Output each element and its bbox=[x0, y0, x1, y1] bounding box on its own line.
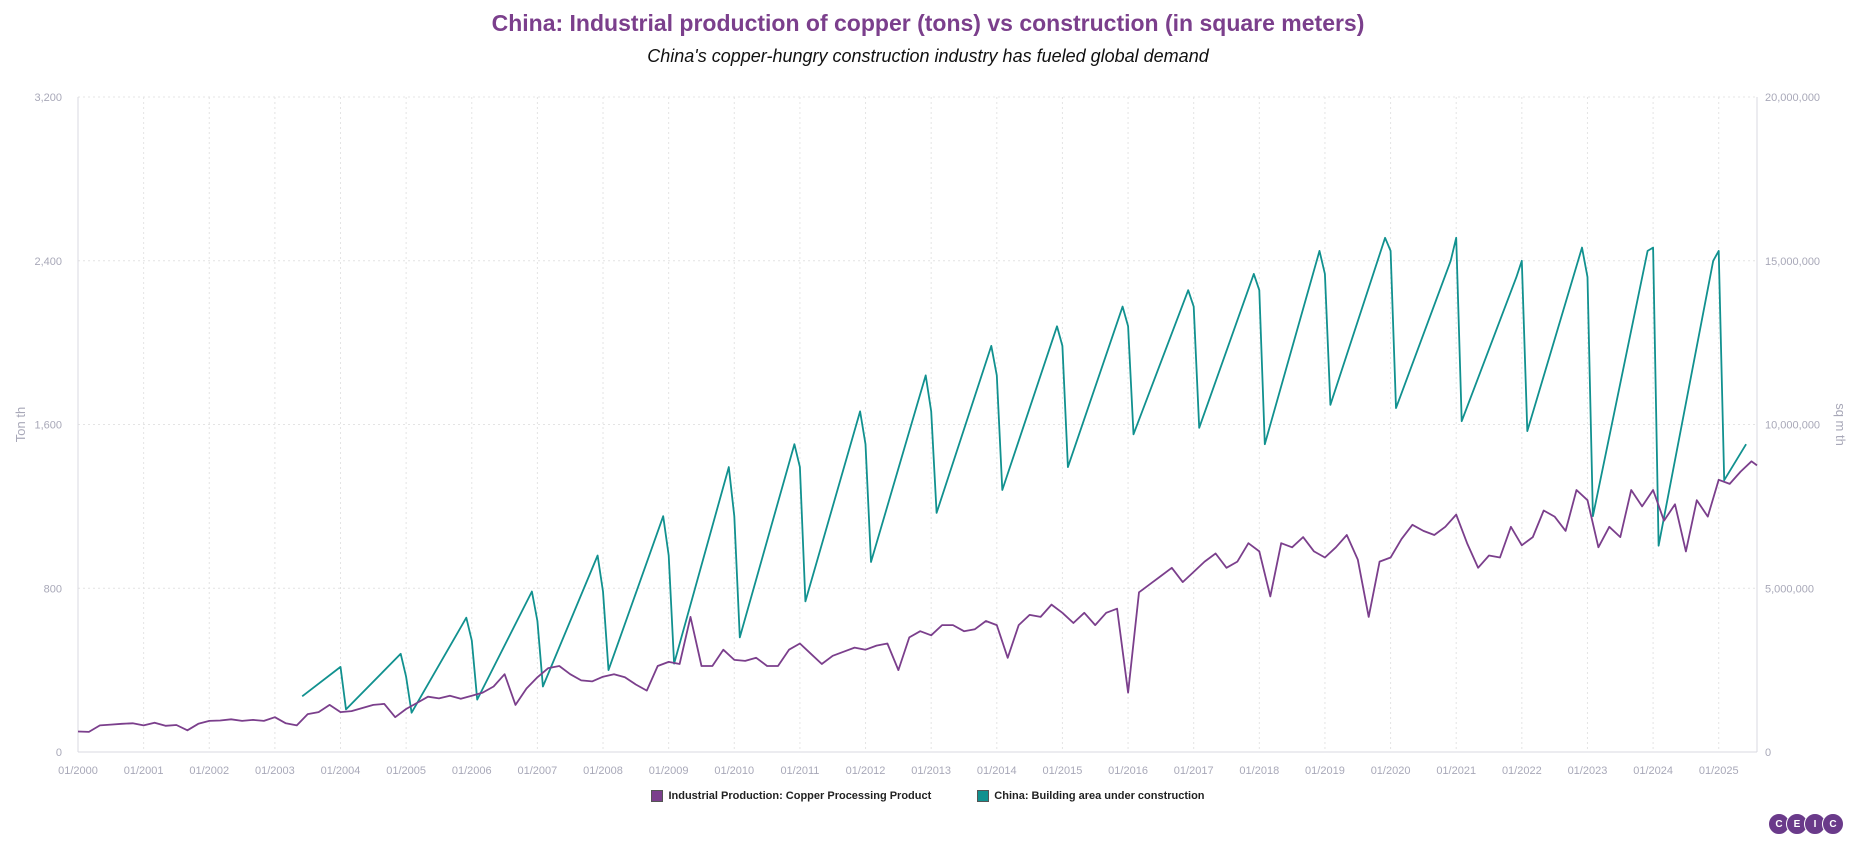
legend-swatch-construction bbox=[977, 790, 990, 802]
chart-title: China: Industrial production of copper (… bbox=[491, 10, 1365, 36]
x-tick-label: 01/2003 bbox=[255, 765, 295, 777]
logo-letter: C bbox=[1768, 813, 1790, 835]
x-tick-label: 01/2005 bbox=[386, 765, 426, 777]
legend-swatch-copper bbox=[651, 790, 664, 802]
x-tick-label: 01/2016 bbox=[1108, 765, 1148, 777]
series-line-construction bbox=[301, 236, 1747, 714]
x-tick-label: 01/2024 bbox=[1633, 765, 1673, 777]
x-tick-label: 01/2021 bbox=[1436, 765, 1476, 777]
brand-logo: C E I C bbox=[1768, 813, 1844, 835]
x-tick-label: 01/2000 bbox=[58, 765, 98, 777]
y-left-axis-title: Ton th bbox=[13, 407, 28, 442]
x-tick-label: 01/2001 bbox=[124, 765, 164, 777]
y-right-tick-label: 20,000,000 bbox=[1765, 92, 1820, 104]
x-tick-label: 01/2010 bbox=[714, 765, 754, 777]
x-tick-label: 01/2009 bbox=[649, 765, 689, 777]
legend-label-construction: China: Building area under construction bbox=[994, 790, 1205, 802]
chart-subtitle: China's copper-hungry construction indus… bbox=[647, 46, 1209, 66]
logo-letter: C bbox=[1822, 813, 1844, 835]
series-layer bbox=[77, 236, 1758, 733]
x-tick-label: 01/2019 bbox=[1305, 765, 1345, 777]
x-tick-label: 01/2002 bbox=[189, 765, 229, 777]
x-tick-label: 01/2015 bbox=[1043, 765, 1083, 777]
x-tick-label: 01/2014 bbox=[977, 765, 1017, 777]
y-right-tick-label: 15,000,000 bbox=[1765, 256, 1820, 268]
y-right-tick-label: 0 bbox=[1765, 747, 1771, 759]
y-left-tick-label: 3,200 bbox=[34, 92, 62, 104]
x-tick-label: 01/2023 bbox=[1568, 765, 1608, 777]
y-right-axis-title: sq m th bbox=[1833, 403, 1848, 446]
x-tick-label: 01/2022 bbox=[1502, 765, 1542, 777]
y-left-tick-label: 1,600 bbox=[34, 420, 62, 432]
legend-item-copper[interactable]: Industrial Production: Copper Processing… bbox=[651, 790, 931, 802]
label-layer: 0 0 800 5,000,000 1,600 10,000,000 2,400 15,000… bbox=[13, 92, 1848, 777]
x-tick-label: 01/2006 bbox=[452, 765, 492, 777]
x-tick-label: 01/2013 bbox=[911, 765, 951, 777]
chart-legend: Industrial Production: Copper Processing… bbox=[0, 790, 1856, 802]
x-tick-label: 01/2017 bbox=[1174, 765, 1214, 777]
y-right-tick-label: 5,000,000 bbox=[1765, 583, 1814, 595]
y-right-tick-label: 10,000,000 bbox=[1765, 420, 1820, 432]
x-tick-label: 01/2007 bbox=[518, 765, 558, 777]
y-left-tick-label: 0 bbox=[56, 747, 62, 759]
legend-label-copper: Industrial Production: Copper Processing… bbox=[668, 790, 932, 802]
grid-layer bbox=[77, 96, 1757, 753]
series-line-copper bbox=[77, 460, 1758, 733]
x-tick-label: 01/2008 bbox=[583, 765, 623, 777]
x-tick-label: 01/2025 bbox=[1699, 765, 1739, 777]
y-left-tick-label: 2,400 bbox=[34, 256, 62, 268]
y-left-tick-label: 800 bbox=[44, 583, 62, 595]
x-tick-label: 01/2018 bbox=[1239, 765, 1279, 777]
legend-item-construction[interactable]: China: Building area under construction bbox=[977, 790, 1205, 802]
x-tick-label: 01/2011 bbox=[780, 765, 819, 777]
axis-layer bbox=[77, 97, 1758, 753]
x-tick-label: 01/2020 bbox=[1371, 765, 1411, 777]
x-tick-label: 01/2004 bbox=[321, 765, 361, 777]
x-tick-label: 01/2012 bbox=[846, 765, 886, 777]
